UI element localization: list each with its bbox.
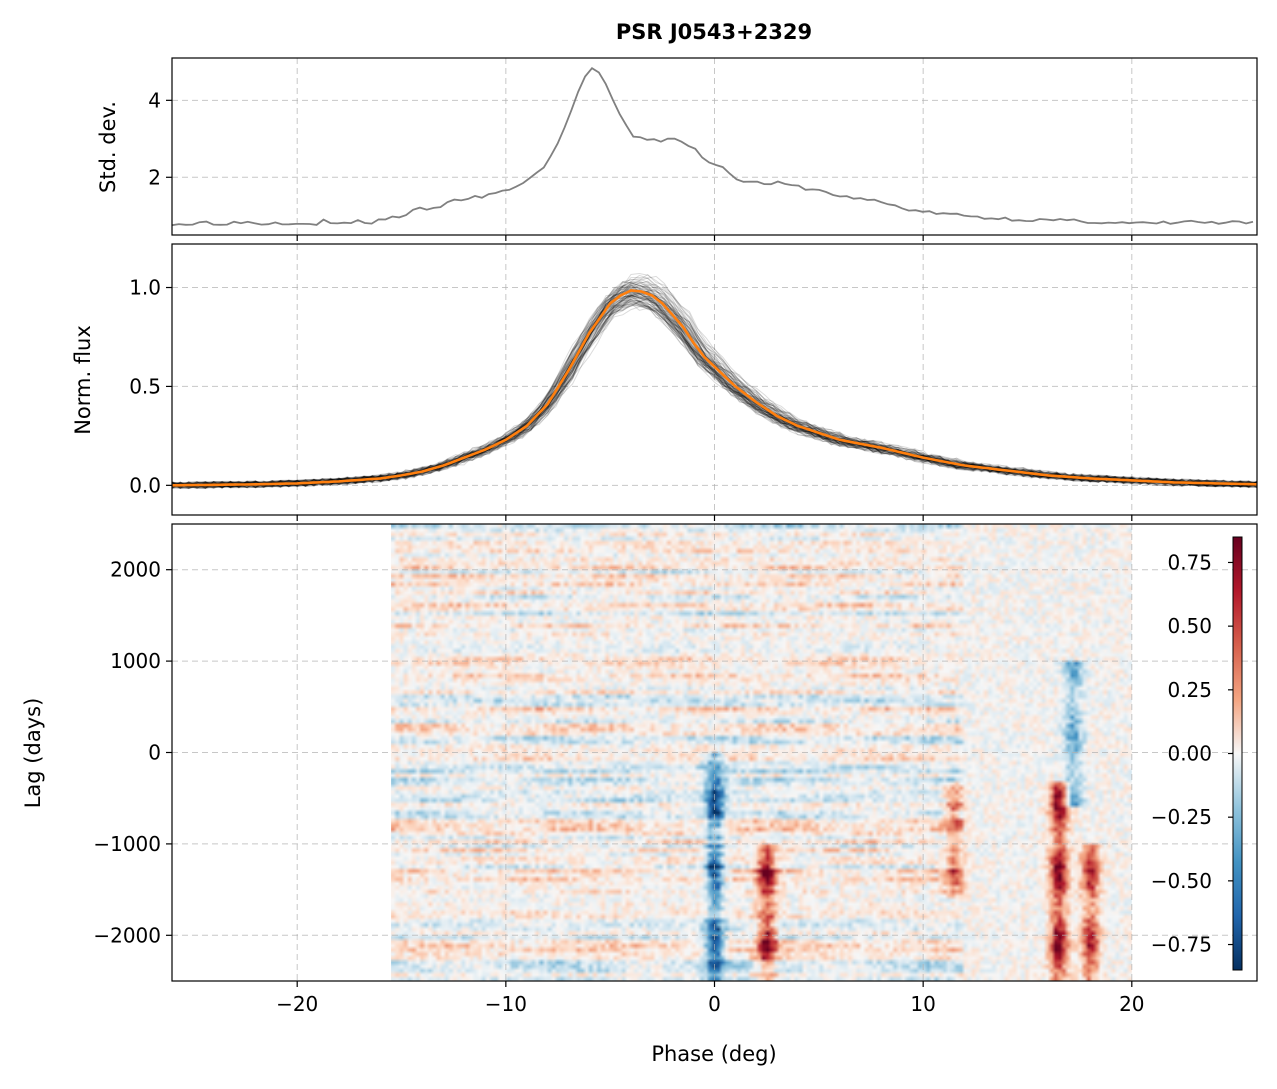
- y-tick-label: 1000: [110, 649, 161, 673]
- p2-gridlines: [172, 244, 1257, 515]
- y-tick-label: 0.5: [129, 374, 161, 398]
- colorbar-tick-label: −0.75: [1151, 933, 1212, 957]
- profile-line: [172, 295, 1257, 488]
- y-tick-label: −1000: [93, 832, 161, 856]
- profile-line: [172, 299, 1257, 488]
- p2-frame: [171, 243, 1258, 516]
- y-tick-label: 0: [148, 741, 161, 765]
- profile-line: [172, 283, 1257, 489]
- x-tick-label: 10: [910, 992, 935, 1016]
- profile-line: [172, 278, 1257, 490]
- colorbar-tick-label: 0.00: [1167, 742, 1212, 766]
- profile-line: [172, 293, 1257, 489]
- profile-line: [172, 288, 1257, 488]
- colorbar-tick-label: 0.50: [1167, 614, 1212, 638]
- y-tick-label: 1.0: [129, 276, 161, 300]
- profile-line: [172, 291, 1257, 489]
- x-tick-label: −20: [276, 992, 318, 1016]
- p1-frame: [171, 57, 1258, 236]
- p1-ylabel: Std. dev.: [96, 101, 120, 193]
- p3-ylabel: Lag (days): [21, 698, 45, 809]
- y-tick-label: 2: [148, 165, 161, 189]
- colorbar-tick-label: 0.25: [1167, 678, 1212, 702]
- panel-norm-flux: 0.0 0.5 1.0 Norm. flux: [71, 243, 1258, 521]
- mean-profile-line: [172, 289, 1257, 487]
- x-tick-label: 0: [708, 992, 721, 1016]
- colorbar-tick-label: −0.25: [1151, 805, 1212, 829]
- y-tick-label: 0.0: [129, 473, 161, 497]
- p3-gridlines: [172, 524, 1257, 981]
- profile-line: [172, 298, 1257, 489]
- colorbar-gradient: [1232, 536, 1243, 971]
- panel-lag-correlation: −20 −10 0 10 20 −2000 −1000 0 1000 2000 Lag (days…: [21, 523, 1258, 1066]
- x-axis-label: Phase (deg): [651, 1042, 776, 1066]
- profile-line: [172, 281, 1257, 489]
- y-tick-label: 2000: [110, 558, 161, 582]
- colorbar-tick-label: −0.50: [1151, 869, 1212, 893]
- colorbar: −0.75 −0.50 −0.25 0.00 0.25 0.50 0.75: [1151, 536, 1243, 971]
- profile-line: [172, 289, 1257, 488]
- y-tick-label: 4: [148, 88, 161, 112]
- x-tick-label: −10: [485, 992, 527, 1016]
- p1-ticks: 24: [148, 88, 1133, 241]
- p3-frame: [171, 523, 1258, 982]
- profile-line: [172, 303, 1257, 489]
- colorbar-tick-label: 0.75: [1167, 550, 1212, 574]
- profile-line: [172, 301, 1257, 489]
- p2-ticks: 0.0 0.5 1.0: [129, 276, 1133, 521]
- y-tick-label: −2000: [93, 923, 161, 947]
- p3-ticks: −20 −10 0 10 20 −2000 −1000 0 1000 2000: [93, 558, 1144, 1016]
- p1-gridlines: [172, 58, 1257, 235]
- panel-std-dev: 24 Std. dev.: [96, 57, 1258, 241]
- p2-ylabel: Norm. flux: [71, 325, 95, 435]
- colorbar-ticks: −0.75 −0.50 −0.25 0.00 0.25 0.50 0.75: [1151, 550, 1233, 957]
- std-dev-line: [172, 67, 1254, 227]
- x-tick-label: 20: [1119, 992, 1144, 1016]
- chart-title: PSR J0543+2329: [616, 20, 812, 44]
